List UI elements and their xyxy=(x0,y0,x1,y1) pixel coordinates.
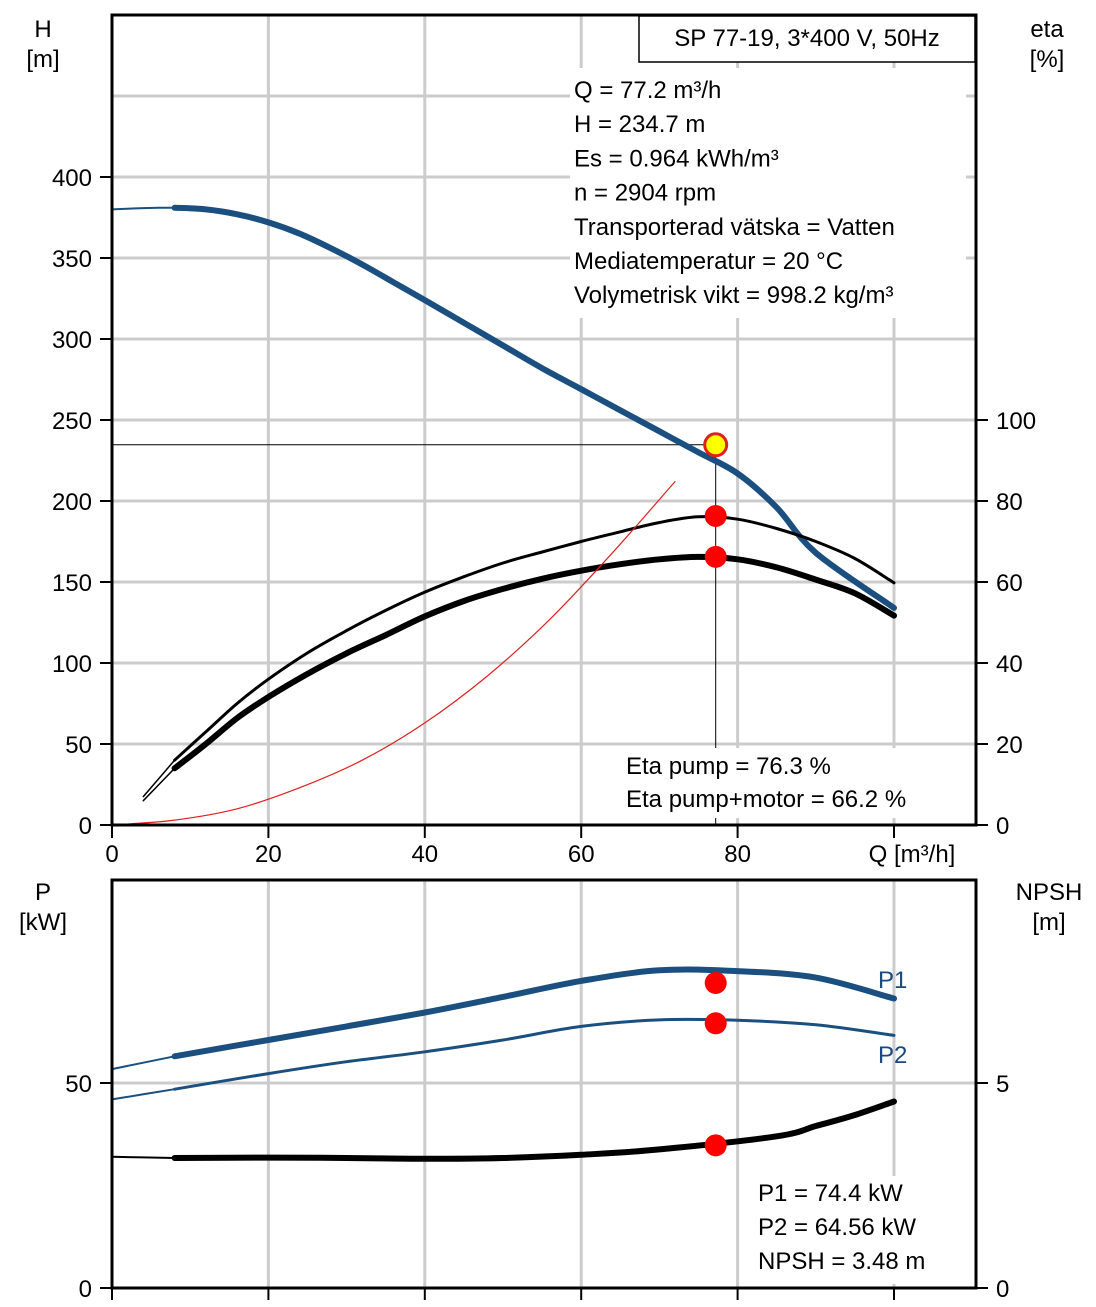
eta-info-box xyxy=(620,748,965,818)
power-marker xyxy=(704,1134,727,1157)
bottom-y-tick-label-left: 50 xyxy=(65,1071,92,1098)
y-tick-label-left: 250 xyxy=(52,408,92,435)
chart-title: SP 77-19, 3*400 V, 50Hz xyxy=(674,25,940,52)
bottom-chart-plot xyxy=(111,966,897,1162)
top-series-line-5 xyxy=(142,767,176,802)
top-series-line-1 xyxy=(111,206,176,211)
bottom-series-line-2 xyxy=(173,1017,896,1091)
chart-title-box xyxy=(638,15,976,63)
info-line: n = 2904 rpm xyxy=(574,180,716,207)
info-line: Mediatemperatur = 20 °C xyxy=(574,248,843,275)
bottom-series-line-0 xyxy=(171,966,897,1060)
power-info-line: P1 = 74.4 kW xyxy=(758,1180,903,1207)
efficiency-info: Eta pump = 76.3 % Eta pump+motor = 66.2 % xyxy=(626,753,906,813)
y-axis-label-p: P xyxy=(35,879,51,906)
eta-line: Eta pump = 76.3 % xyxy=(626,753,831,780)
axis-ticks: 0 20 40 60 800501001502002503003504000204060… xyxy=(52,165,1036,1303)
y-tick-label-right: 100 xyxy=(996,408,1036,435)
x-tick-label: 0 xyxy=(105,841,118,868)
power-info: P1 = 74.4 kW P2 = 64.56 kW NPSH = 3.48 m xyxy=(758,1180,925,1275)
bottom-y-tick-label-right: 5 xyxy=(996,1071,1009,1098)
top-series-line-6 xyxy=(111,481,676,826)
bottom-series-line-5 xyxy=(111,1155,176,1159)
y-tick-label-right: 60 xyxy=(996,570,1023,597)
x-tick-label: 60 xyxy=(568,841,595,868)
y-tick-label-right: 40 xyxy=(996,651,1023,678)
operating-point-info: Q = 77.2 m³/h H = 234.7 m Es = 0.964 kWh/m… xyxy=(574,77,895,309)
info-line: Es = 0.964 kWh/m³ xyxy=(574,145,779,172)
y-axis-label-h: H xyxy=(34,16,51,43)
power-info-line: NPSH = 3.48 m xyxy=(758,1248,925,1275)
info-line: Transporterad vätska = Vatten xyxy=(574,214,895,241)
y-tick-label-right: 0 xyxy=(996,813,1009,840)
y-axis-unit-p: [kW] xyxy=(19,909,67,936)
x-tick-label: 80 xyxy=(724,841,751,868)
power-info-line: P2 = 64.56 kW xyxy=(758,1214,916,1241)
x-axis-label: Q [m³/h] xyxy=(869,841,956,868)
series-label-p2: P2 xyxy=(878,1042,907,1069)
x-tick-label: 40 xyxy=(411,841,438,868)
y-tick-label-left: 400 xyxy=(52,165,92,192)
y-tick-label-right: 20 xyxy=(996,732,1023,759)
y-axis-unit-npsh: [m] xyxy=(1032,909,1065,936)
y-tick-label-left: 150 xyxy=(52,570,92,597)
y-tick-label-left: 50 xyxy=(65,732,92,759)
operating-point-marker xyxy=(703,432,729,458)
info-line: Q = 77.2 m³/h xyxy=(574,77,721,104)
y-tick-label-left: 200 xyxy=(52,489,92,516)
y-tick-label-right: 80 xyxy=(996,489,1023,516)
y-tick-label-left: 350 xyxy=(52,246,92,273)
power-info-box xyxy=(752,1176,966,1284)
info-line: H = 234.7 m xyxy=(574,111,705,138)
y-tick-label-left: 100 xyxy=(52,651,92,678)
top-series-line-3 xyxy=(171,553,897,772)
x-tick-label: 20 xyxy=(255,841,282,868)
top-series-line-0 xyxy=(171,204,897,611)
y-tick-label-left: 300 xyxy=(52,327,92,354)
bottom-series-line-4 xyxy=(171,1098,897,1162)
power-marker xyxy=(704,971,727,994)
info-line: Volymetrisk vikt = 998.2 kg/m³ xyxy=(574,282,893,309)
y-tick-label-left: 0 xyxy=(79,813,92,840)
power-marker xyxy=(704,1012,727,1035)
efficiency-marker xyxy=(704,504,727,527)
y-axis-unit-h: [m] xyxy=(26,46,59,73)
eta-line: Eta pump+motor = 66.2 % xyxy=(626,786,906,813)
info-box xyxy=(570,68,966,318)
y-axis-label-eta: eta xyxy=(1030,16,1064,43)
bottom-series-line-1 xyxy=(111,1055,176,1071)
y-axis-label-npsh: NPSH xyxy=(1016,879,1083,906)
bottom-series-line-3 xyxy=(111,1088,176,1101)
y-axis-unit-eta: [%] xyxy=(1030,46,1065,73)
efficiency-marker xyxy=(704,545,727,568)
top-series-line-4 xyxy=(142,759,176,798)
top-series-line-2 xyxy=(173,515,896,762)
bottom-y-tick-label-right: 0 xyxy=(996,1276,1009,1303)
bottom-y-tick-label-left: 0 xyxy=(79,1276,92,1303)
series-label-p1: P1 xyxy=(878,967,907,994)
